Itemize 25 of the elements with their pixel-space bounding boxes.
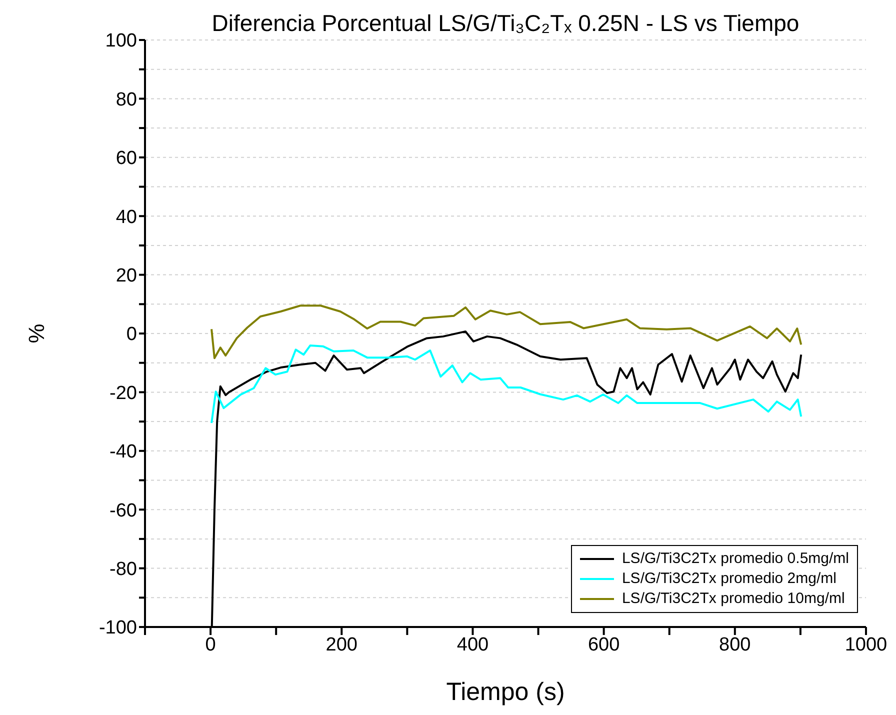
x-tick-label: 1000 — [844, 634, 888, 656]
legend-label: LS/G/Ti3C2Tx promedio 2mg/ml — [622, 569, 836, 589]
y-tick-label: 20 — [116, 266, 137, 287]
y-tick-label: 40 — [116, 206, 137, 228]
chart-title: Diferencia Porcentual LS/G/Ti₃C₂Tₓ 0.25N - LS vs Tiempo — [210, 10, 800, 37]
y-tick-label: -100 — [98, 618, 137, 639]
x-tick-label: 600 — [588, 634, 620, 656]
x-tick-label: 400 — [456, 634, 489, 656]
y-tick-label: 0 — [126, 324, 137, 346]
y-tick-label: -80 — [110, 559, 137, 580]
y-tick-label: 80 — [116, 89, 137, 110]
y-tick-label: 100 — [105, 30, 137, 52]
y-axis-title: % — [24, 324, 49, 344]
x-tick-label: 0 — [205, 634, 216, 656]
line-series — [210, 344, 802, 424]
y-tick-label: -40 — [110, 442, 137, 463]
line-series — [210, 304, 802, 360]
y-tick-label: 60 — [116, 148, 137, 170]
legend-label: LS/G/Ti3C2Tx promedio 0.5mg/ml — [622, 549, 849, 569]
y-tick-label: -20 — [110, 382, 137, 404]
x-tick-label: 800 — [719, 634, 751, 656]
y-tick-label: -60 — [110, 500, 137, 522]
x-tick-label: 200 — [326, 634, 358, 656]
legend-label: LS/G/Ti3C2Tx promedio 10mg/ml — [622, 589, 845, 609]
x-axis-title: Tiempo (s) — [446, 678, 565, 706]
